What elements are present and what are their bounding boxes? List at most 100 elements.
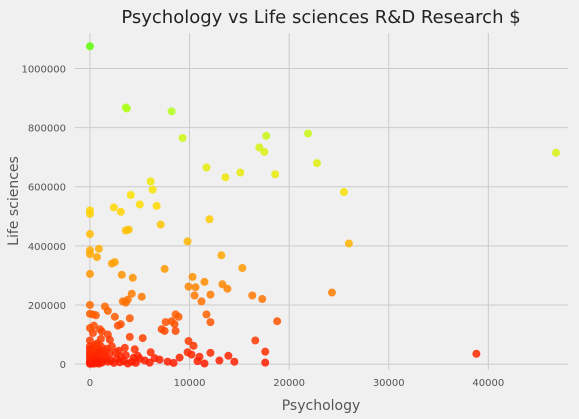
data-points	[85, 42, 561, 368]
scatter-point	[128, 273, 137, 282]
scatter-point	[184, 282, 193, 291]
scatter-point	[94, 244, 103, 253]
x-axis-ticks: 0 10000 20000 30000 40000	[87, 378, 504, 389]
scatter-point	[85, 209, 94, 218]
scatter-point	[206, 318, 215, 327]
scatter-point	[304, 129, 313, 138]
scatter-point	[205, 215, 214, 224]
x-tick-label: 40000	[472, 378, 504, 389]
scatter-point	[160, 264, 169, 273]
y-tick-label: 400000	[28, 242, 66, 253]
scatter-point	[187, 350, 196, 359]
scatter-point	[138, 334, 147, 343]
scatter-point	[91, 311, 100, 320]
scatter-point	[161, 318, 170, 327]
scatter-point	[93, 339, 102, 348]
scatter-point	[85, 250, 94, 259]
scatter-point	[261, 347, 270, 356]
scatter-point	[184, 337, 193, 346]
scatter-point	[122, 104, 131, 113]
scatter-point	[206, 290, 215, 299]
scatter-point	[200, 277, 209, 286]
scatter-point	[238, 264, 247, 273]
scatter-point	[223, 284, 232, 293]
scatter-point	[170, 320, 179, 329]
scatter-point	[202, 310, 211, 319]
scatter-point	[127, 289, 136, 298]
scatter-point	[121, 226, 130, 235]
scatter-point	[94, 359, 103, 368]
scatter-point	[160, 326, 169, 335]
scatter-point	[92, 253, 101, 262]
scatter-point	[171, 326, 180, 335]
scatter-point	[114, 346, 123, 355]
scatter-point	[167, 107, 176, 116]
scatter-point	[85, 336, 94, 345]
scatter-point	[152, 201, 161, 210]
scatter-point	[230, 357, 239, 366]
scatter-point	[174, 312, 183, 321]
scatter-point	[215, 356, 224, 365]
scatter-point	[202, 163, 211, 172]
y-axis-label: Life sciences	[6, 156, 22, 246]
scatter-point	[85, 269, 94, 278]
scatter-point	[88, 359, 97, 368]
x-axis-label: Psychology	[282, 398, 361, 414]
scatter-point	[85, 300, 94, 309]
scatter-point	[156, 220, 165, 229]
y-tick-label: 800000	[28, 124, 66, 135]
scatter-point	[120, 343, 129, 352]
chart-title: Psychology vs Life sciences R&D Research…	[121, 7, 520, 28]
y-tick-label: 600000	[28, 183, 66, 194]
scatter-point	[148, 185, 157, 194]
scatter-point	[107, 259, 116, 268]
scatter-point	[260, 147, 269, 156]
scatter-point	[135, 200, 144, 209]
x-tick-label: 30000	[373, 378, 405, 389]
scatter-point	[125, 332, 134, 341]
scatter-point	[193, 357, 202, 366]
scatter-point	[137, 292, 146, 301]
scatter-point	[121, 298, 130, 307]
scatter-point	[248, 291, 257, 300]
scatter-point	[178, 133, 187, 142]
scatter-point	[155, 355, 164, 364]
x-tick-label: 0	[87, 378, 93, 389]
scatter-point	[251, 336, 260, 345]
scatter-point	[116, 207, 125, 216]
scatter-point	[261, 358, 270, 367]
scatter-point	[313, 159, 322, 168]
scatter-point	[85, 42, 94, 51]
scatter-point	[131, 358, 140, 367]
scatter-point	[200, 359, 209, 368]
scatter-point	[126, 190, 135, 199]
scatter-point	[271, 170, 280, 179]
scatter-point	[191, 283, 200, 292]
scatter-point	[188, 272, 197, 281]
scatter-point	[258, 295, 267, 304]
scatter-point	[125, 314, 134, 323]
scatter-point	[97, 327, 106, 336]
y-axis-ticks: 0 200000 400000 600000 800000 1000000	[21, 64, 66, 371]
scatter-point	[273, 317, 282, 326]
scatter-point	[163, 357, 172, 366]
scatter-point	[197, 297, 206, 306]
scatter-point	[113, 321, 122, 330]
y-tick-label: 1000000	[21, 64, 66, 75]
scatter-point	[217, 251, 226, 260]
scatter-point	[130, 345, 139, 354]
scatter-point	[472, 349, 481, 358]
scatter-point	[85, 230, 94, 239]
scatter-point	[224, 351, 233, 360]
scatter-point	[552, 148, 561, 157]
scatter-point	[236, 168, 245, 177]
scatter-point	[146, 348, 155, 357]
scatter-point	[98, 350, 107, 359]
x-tick-label: 10000	[174, 378, 206, 389]
scatter-point	[103, 306, 112, 315]
scatter-point	[88, 329, 97, 338]
scatter-point	[110, 312, 119, 321]
scatter-point	[109, 203, 118, 212]
scatter-point	[183, 237, 192, 246]
